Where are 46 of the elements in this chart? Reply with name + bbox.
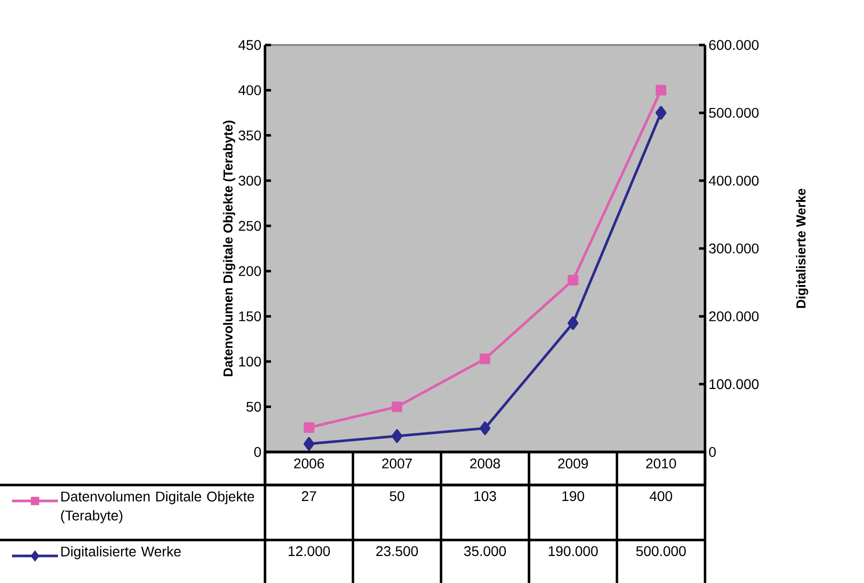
data-label: 190	[562, 491, 584, 502]
legend-label: Digitalisierte Werke	[61, 546, 181, 560]
y-tick-label: 300	[238, 176, 261, 186]
y2-tick-label: 500.000	[709, 108, 759, 118]
y2-tick-label: 600.000	[709, 40, 759, 50]
point	[304, 437, 314, 451]
y2-tick-label: 100.000	[710, 379, 759, 390]
data-label: 103	[474, 491, 496, 502]
point	[656, 106, 666, 120]
y2-tick-label: 200.000	[709, 311, 759, 322]
data-label: 23.500	[376, 546, 418, 556]
y2-tick-label: 0	[709, 447, 716, 457]
data-label: 35.000	[464, 546, 506, 556]
y-tick-label: 100	[239, 356, 261, 367]
y-tick-label: 50	[246, 402, 261, 412]
y-tick-label: 450	[238, 40, 261, 50]
point	[480, 421, 490, 436]
point	[568, 316, 578, 330]
y-tick-label: 350	[238, 130, 261, 140]
y-tick-label: 150	[239, 311, 261, 322]
point	[392, 401, 402, 412]
data-label: 12.000	[288, 546, 330, 556]
y-tick-label: 250	[238, 220, 261, 231]
data-label: 190.000	[548, 546, 598, 556]
legend-label: Datenvolumen Digitale Objekte (Terabyte)	[61, 491, 254, 524]
point	[656, 84, 666, 96]
data-label: 500.000	[636, 546, 686, 556]
y2-tick-label: 400.000	[708, 176, 759, 186]
y-tick-label: 200	[238, 266, 261, 276]
x-tick-label: 2006	[294, 458, 324, 468]
x-tick-label: 2008	[470, 458, 500, 468]
y2-axis-title: Digitalisierte Werke	[796, 188, 808, 308]
point	[568, 274, 578, 286]
y-tick-label: 0	[254, 447, 261, 457]
data-label: 50	[390, 491, 404, 502]
y2-tick-label: 300.000	[709, 244, 759, 254]
y-axis-title: Datenvolumen Digitale Objekte (Terabyte)	[223, 120, 236, 376]
data-label: 400	[650, 491, 672, 502]
point	[304, 422, 314, 433]
x-tick-label: 2009	[558, 458, 588, 468]
y-tick-label: 400	[238, 85, 261, 96]
point	[480, 354, 490, 364]
x-tick-label: 2007	[382, 458, 412, 468]
x-tick-label: 2010	[646, 458, 676, 468]
data-label: 27	[302, 491, 316, 501]
point	[392, 429, 402, 443]
